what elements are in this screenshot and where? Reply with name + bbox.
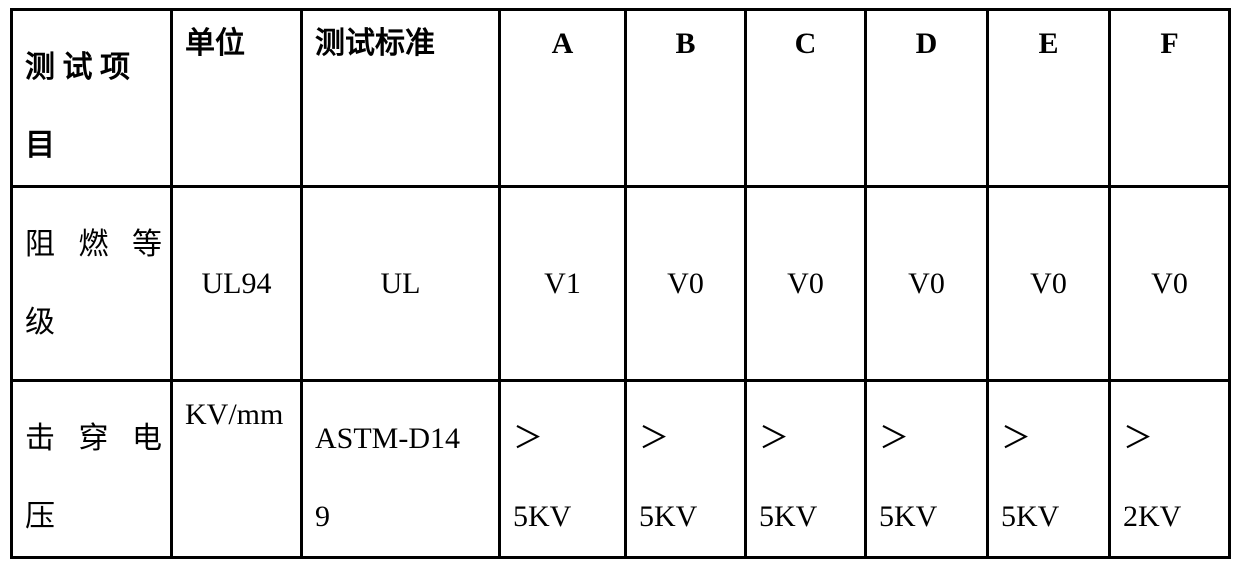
cell-f-l2: 2KV: [1123, 478, 1228, 556]
cell-standard-l1: ASTM-D14: [315, 400, 498, 478]
cell-f: V0: [1110, 187, 1230, 381]
table-container: 测 试 项 目 单位 测试标准 A B C D E F 阻 燃 等 级 UL94…: [0, 0, 1240, 567]
cell-e-l2: 5KV: [1001, 478, 1108, 556]
row-item-l2: 压: [25, 478, 170, 556]
table-header-row: 测 试 项 目 单位 测试标准 A B C D E F: [12, 10, 1230, 187]
row-item-label: 阻 燃 等 级: [12, 187, 172, 381]
cell-a-l2: 5KV: [513, 478, 624, 556]
cell-a: V1: [500, 187, 626, 381]
col-header-item-l1: 测 试 项: [25, 29, 170, 107]
cell-b: V0: [626, 187, 746, 381]
col-header-item-l2: 目: [25, 107, 170, 185]
cell-e-l1: ＞: [1001, 400, 1108, 478]
col-header-unit: 单位: [172, 10, 302, 187]
cell-c: ＞ 5KV: [746, 381, 866, 558]
row-item-l2: 级: [25, 284, 170, 362]
cell-a-l1: ＞: [513, 400, 624, 478]
cell-c: V0: [746, 187, 866, 381]
cell-d: ＞ 5KV: [866, 381, 988, 558]
cell-standard: UL: [302, 187, 500, 381]
cell-b-l1: ＞: [639, 400, 744, 478]
cell-standard-l2: 9: [315, 478, 498, 556]
row-item-l1: 击 穿 电: [25, 400, 170, 478]
cell-b-l2: 5KV: [639, 478, 744, 556]
col-header-a: A: [500, 10, 626, 187]
col-header-f: F: [1110, 10, 1230, 187]
cell-unit: UL94: [172, 187, 302, 381]
cell-f-l1: ＞: [1123, 400, 1228, 478]
row-item-l1: 阻 燃 等: [25, 206, 170, 284]
col-header-standard: 测试标准: [302, 10, 500, 187]
col-header-d: D: [866, 10, 988, 187]
table-row: 击 穿 电 压 KV/mm ASTM-D14 9 ＞ 5KV ＞ 5KV: [12, 381, 1230, 558]
cell-e: ＞ 5KV: [988, 381, 1110, 558]
cell-e: V0: [988, 187, 1110, 381]
table-row: 阻 燃 等 级 UL94 UL V1 V0 V0 V0 V0 V0: [12, 187, 1230, 381]
col-header-item: 测 试 项 目: [12, 10, 172, 187]
cell-unit: KV/mm: [172, 381, 302, 558]
cell-c-l1: ＞: [759, 400, 864, 478]
col-header-c: C: [746, 10, 866, 187]
cell-f: ＞ 2KV: [1110, 381, 1230, 558]
cell-d: V0: [866, 187, 988, 381]
cell-d-l2: 5KV: [879, 478, 986, 556]
col-header-e: E: [988, 10, 1110, 187]
test-results-table: 测 试 项 目 单位 测试标准 A B C D E F 阻 燃 等 级 UL94…: [10, 8, 1231, 559]
cell-b: ＞ 5KV: [626, 381, 746, 558]
cell-standard: ASTM-D14 9: [302, 381, 500, 558]
cell-a: ＞ 5KV: [500, 381, 626, 558]
row-item-label: 击 穿 电 压: [12, 381, 172, 558]
cell-c-l2: 5KV: [759, 478, 864, 556]
cell-d-l1: ＞: [879, 400, 986, 478]
col-header-b: B: [626, 10, 746, 187]
